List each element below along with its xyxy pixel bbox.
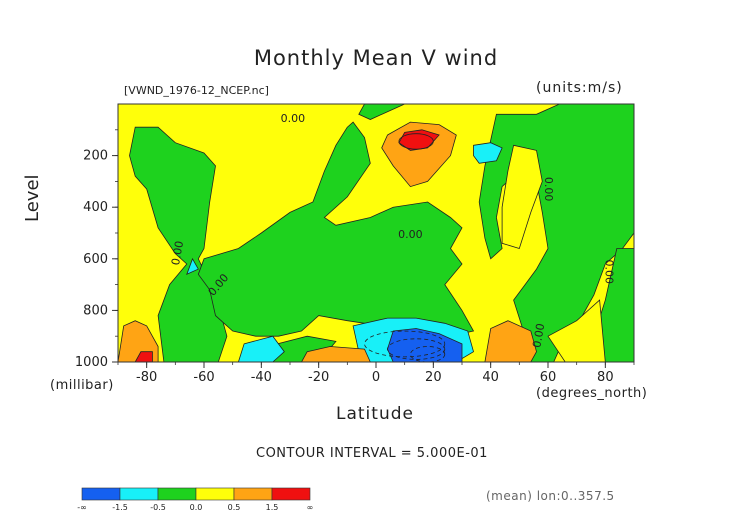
colorbar-label: -∞ xyxy=(77,503,87,512)
y-tick-label: 1000 xyxy=(75,355,108,370)
y-axis-label: Level xyxy=(22,174,43,222)
mean-note: (mean) lon:0..357.5 xyxy=(486,489,615,503)
dashed-contour-0 xyxy=(364,330,446,358)
green-region-center xyxy=(197,121,475,337)
x-tick-label: -20 xyxy=(308,370,329,385)
chart-title: Monthly Mean V wind xyxy=(253,46,499,70)
contour-label: 0.00 xyxy=(602,259,615,284)
colorbar-label: 0.0 xyxy=(190,503,203,512)
colorbar-swatch xyxy=(157,487,197,501)
x-tick-label: -80 xyxy=(136,370,157,385)
contour-label: 0.00 xyxy=(281,112,306,125)
colorbar-label: 0.5 xyxy=(228,503,241,512)
x-axis-unit: (degrees_north) xyxy=(536,386,648,401)
yellow-island-n1 xyxy=(501,144,543,249)
file-label: [VWND_1976-12_NCEP.nc] xyxy=(124,84,269,97)
dashed-contour-1 xyxy=(387,338,446,360)
blue-region-min xyxy=(387,328,463,363)
solid-contour-upper xyxy=(398,133,434,150)
y-tick-label: 600 xyxy=(83,252,108,267)
units-label: (units:m/s) xyxy=(536,80,623,96)
colorbar-label: ∞ xyxy=(307,503,314,512)
contour-label: 0.00 xyxy=(530,322,547,348)
x-tick-label: -60 xyxy=(193,370,214,385)
contour-label: 0.00 xyxy=(169,240,186,266)
x-axis-label: Latitude xyxy=(336,404,414,424)
colorbar-label: -0.5 xyxy=(150,503,166,512)
dashed-contour-2 xyxy=(409,346,446,363)
x-tick-label: 0 xyxy=(372,370,380,385)
contour-label: 0.00 xyxy=(398,228,423,241)
x-tick-label: 80 xyxy=(597,370,614,385)
colorbar-label: -1.5 xyxy=(112,503,128,512)
y-tick-label: 800 xyxy=(83,303,108,318)
contour-interval-note: CONTOUR INTERVAL = 5.000E-01 xyxy=(256,446,488,461)
colorbar-swatch xyxy=(233,487,273,501)
x-tick-label: 40 xyxy=(482,370,499,385)
y-tick-label: 400 xyxy=(83,200,108,215)
y-axis-unit: (millibar) xyxy=(50,378,114,393)
colorbar-swatch xyxy=(195,487,235,501)
cyan-region-upper xyxy=(473,142,503,164)
yellow-island-ne xyxy=(547,299,606,363)
colorbar-swatch xyxy=(271,487,311,501)
colorbar-swatch xyxy=(81,487,121,501)
x-tick-label: 60 xyxy=(540,370,557,385)
x-tick-label: 20 xyxy=(425,370,442,385)
y-tick-label: 200 xyxy=(83,149,108,164)
colorbar-swatch xyxy=(119,487,159,501)
cyan-region-sw xyxy=(237,335,285,363)
cyan-speck xyxy=(186,257,199,276)
x-tick-label: -40 xyxy=(251,370,272,385)
contour-label: 0.00 xyxy=(542,177,555,202)
colorbar-label: 1.5 xyxy=(266,503,279,512)
